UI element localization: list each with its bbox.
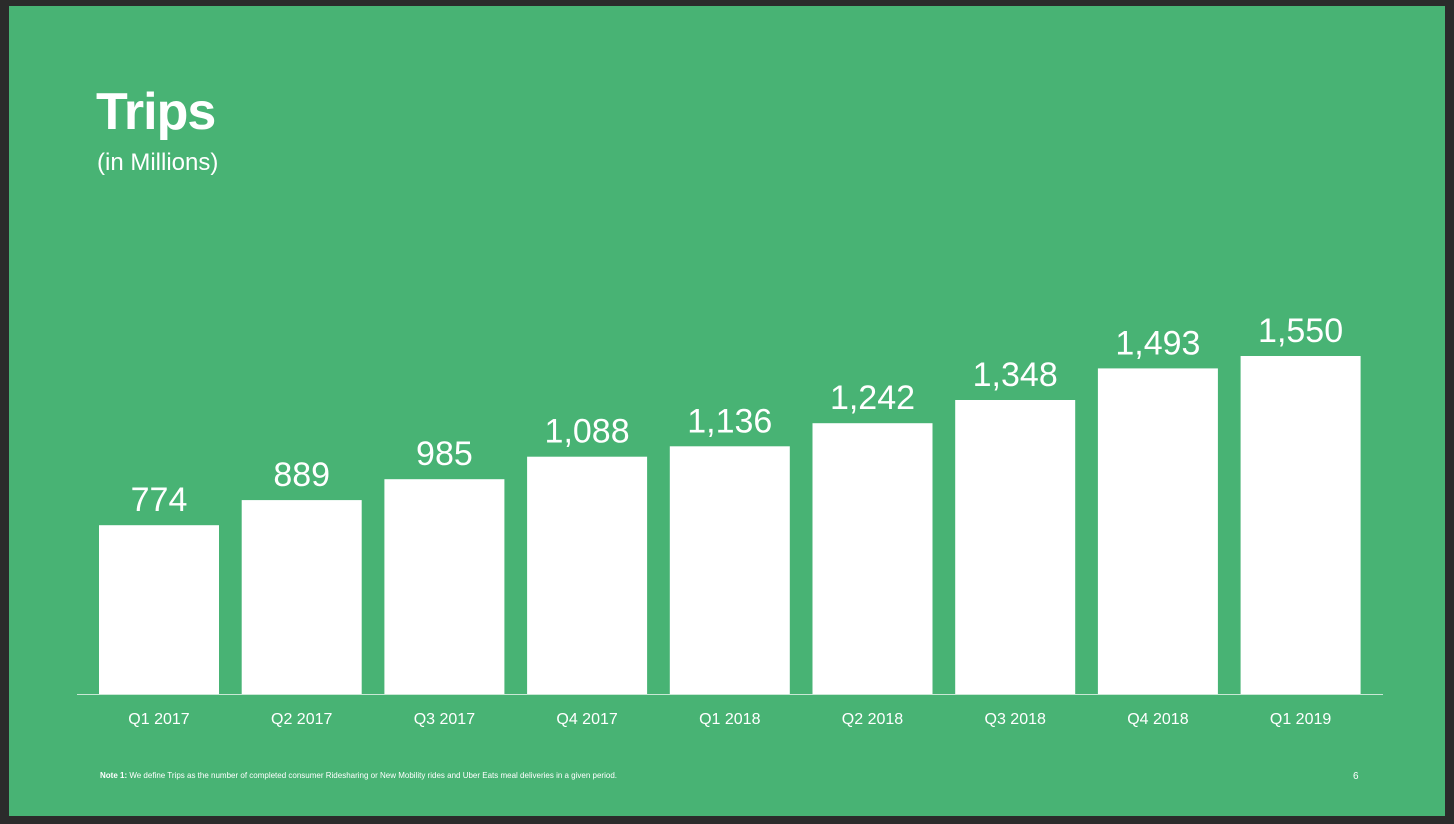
data-label: 1,550 [1258, 312, 1343, 350]
bar-q3-2018 [955, 400, 1076, 694]
slide: Trips (in Millions) 774 Q1 2017 889 Q2 2017… [9, 6, 1445, 816]
footnote-label: Note 1: [100, 771, 128, 780]
bar-q1-2019 [1240, 356, 1361, 694]
bar-q2-2018 [812, 423, 933, 694]
data-label: 1,242 [830, 379, 915, 417]
data-label: 889 [273, 456, 330, 494]
data-label: 1,088 [545, 413, 630, 451]
chart-subtitle: (in Millions) [97, 149, 219, 176]
bar-q1-2017 [99, 525, 219, 694]
bar-q4-2017 [527, 456, 648, 694]
x-tick-label: Q2 2018 [842, 711, 903, 728]
page-number: 6 [1353, 771, 1359, 782]
bar-q3-2017 [384, 479, 505, 694]
bar-q1-2018 [669, 446, 790, 694]
x-tick-label: Q3 2017 [414, 711, 475, 728]
data-label: 985 [416, 435, 473, 473]
x-tick-label: Q1 2018 [699, 711, 760, 728]
data-label: 1,348 [973, 356, 1058, 394]
bar-chart: 774 Q1 2017 889 Q2 2017 985 Q3 2017 1,088 Q4 20… [77, 312, 1383, 728]
data-label: 1,493 [1115, 324, 1200, 362]
x-tick-label: Q4 2018 [1127, 711, 1188, 728]
data-label: 1,136 [687, 402, 772, 440]
x-tick-label: Q4 2017 [556, 711, 617, 728]
x-tick-label: Q3 2018 [985, 711, 1046, 728]
x-tick-label: Q1 2017 [128, 711, 189, 728]
footnote: Note 1: We define Trips as the number of… [100, 772, 617, 780]
chart-title: Trips [96, 83, 216, 141]
bar-q2-2017 [241, 500, 362, 694]
footnote-text: We define Trips as the number of complet… [127, 771, 617, 780]
bar-q4-2018 [1097, 368, 1218, 694]
data-label: 774 [131, 481, 188, 519]
x-tick-label: Q2 2017 [271, 711, 332, 728]
x-tick-label: Q1 2019 [1270, 711, 1331, 728]
